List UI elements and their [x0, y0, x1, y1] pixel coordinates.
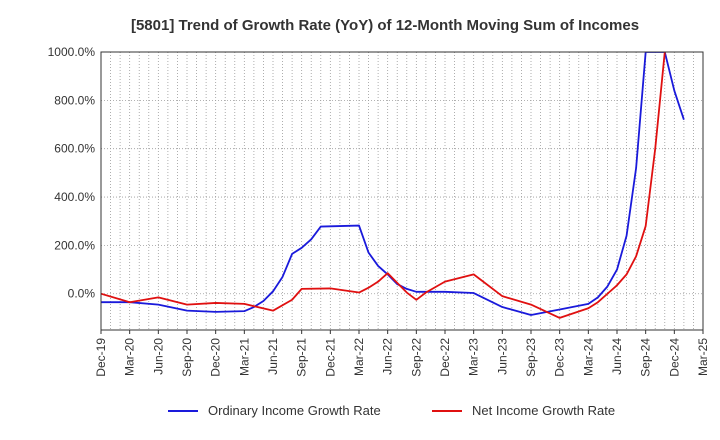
- x-tick-label: Mar-20: [123, 338, 137, 376]
- x-tick-label: Mar-22: [352, 338, 366, 376]
- x-tick-label: Sep-21: [295, 338, 309, 377]
- grid: [101, 51, 703, 330]
- x-tick-label: Jun-20: [151, 338, 165, 375]
- y-tick-label: 0.0%: [68, 287, 96, 301]
- y-axis: 1000.0% 800.0% 600.0% 400.0% 200.0% 0.0%: [48, 45, 96, 301]
- x-tick-label: Mar-24: [581, 338, 595, 376]
- x-tick-label: Sep-22: [409, 338, 423, 377]
- x-tick-label: Dec-22: [438, 338, 452, 377]
- legend-label-ordinary-income: Ordinary Income Growth Rate: [208, 403, 381, 418]
- x-tick-label: Dec-19: [94, 338, 108, 377]
- y-tick-label: 200.0%: [54, 238, 95, 252]
- x-tick-label: Dec-24: [667, 338, 681, 377]
- y-tick-label: 600.0%: [54, 142, 95, 156]
- series-line-ordinary-income: [101, 52, 685, 316]
- x-tick-label: Mar-21: [237, 338, 251, 376]
- chart-title: [5801] Trend of Growth Rate (YoY) of 12-…: [131, 17, 639, 34]
- series-line-net-income: [101, 52, 666, 319]
- legend: Ordinary Income Growth Rate Net Income Gr…: [168, 403, 615, 418]
- x-tick-label: Jun-23: [495, 338, 509, 375]
- x-tick-label: Sep-20: [180, 338, 194, 377]
- y-tick-label: 1000.0%: [48, 45, 96, 59]
- x-tick-label: Jun-21: [266, 338, 280, 375]
- x-tick-label: Mar-23: [467, 338, 481, 376]
- x-tick-label: Sep-23: [524, 338, 538, 377]
- x-axis: Dec-19 Mar-20 Jun-20 Sep-20 Dec-20 Mar-21 Jun-…: [94, 330, 710, 377]
- legend-label-net-income: Net Income Growth Rate: [472, 403, 615, 418]
- x-tick-label: Dec-21: [323, 338, 337, 377]
- x-tick-label: Jun-22: [381, 338, 395, 375]
- y-tick-label: 400.0%: [54, 190, 95, 204]
- x-tick-label: Mar-25: [696, 338, 710, 376]
- x-tick-label: Sep-24: [639, 338, 653, 377]
- x-tick-label: Jun-24: [610, 338, 624, 375]
- x-tick-label: Dec-23: [553, 338, 567, 377]
- plot-frame: [100, 51, 704, 331]
- x-tick-label: Dec-20: [209, 338, 223, 377]
- series-layer: [101, 52, 685, 319]
- y-tick-label: 800.0%: [54, 93, 95, 107]
